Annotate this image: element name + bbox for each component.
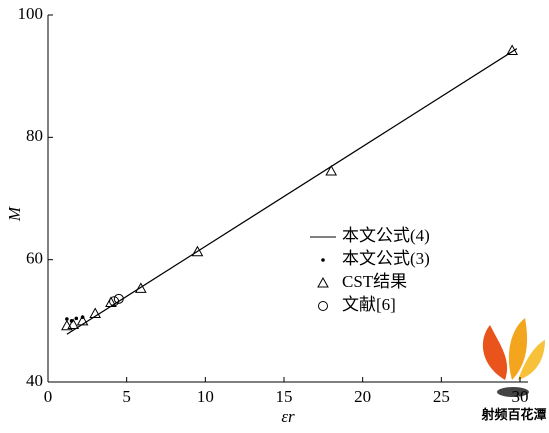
legend-swatch (317, 276, 329, 288)
x-tick-label: 15 (276, 387, 293, 406)
x-tick-label: 0 (44, 387, 53, 406)
legend-label: CST结果 (342, 272, 407, 291)
x-tick-label: 5 (122, 387, 131, 406)
watermark-logo (482, 318, 545, 397)
y-tick-label: 40 (26, 371, 43, 390)
legend-swatch (318, 301, 328, 311)
y-tick-label: 80 (26, 126, 43, 145)
legend-label: 文献[6] (342, 295, 396, 314)
legend-label: 本文公式(3) (342, 249, 430, 268)
x-tick-label: 25 (433, 387, 450, 406)
y-tick-label: 100 (18, 4, 44, 23)
data-point (325, 164, 338, 176)
data-point (134, 282, 147, 293)
data-point (67, 318, 80, 330)
data-point (105, 296, 117, 307)
legend-swatch (321, 258, 325, 262)
data-point (506, 44, 518, 55)
data-point (109, 296, 120, 307)
y-axis-label: M (5, 206, 24, 222)
series-line (66, 48, 518, 335)
data-point (89, 307, 102, 318)
data-point (65, 317, 69, 321)
data-point (76, 314, 89, 326)
y-tick-label: 60 (26, 249, 43, 268)
x-tick-label: 10 (197, 387, 214, 406)
x-tick-label: 30 (512, 387, 529, 406)
x-tick-label: 20 (354, 387, 371, 406)
watermark: 射频百花潭 (480, 407, 546, 422)
data-point (61, 319, 73, 331)
x-axis-label: εr (281, 407, 295, 426)
data-point (191, 245, 204, 257)
data-point (113, 293, 124, 304)
legend-label: 本文公式(4) (342, 226, 430, 245)
data-point (74, 316, 79, 321)
